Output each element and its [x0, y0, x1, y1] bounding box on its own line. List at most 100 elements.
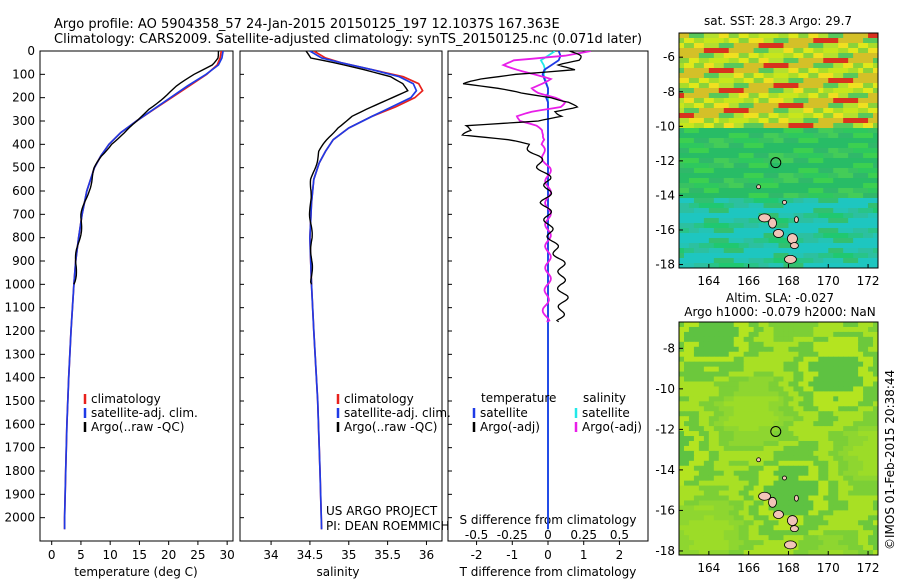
sla-map-cell	[833, 416, 839, 422]
sla-map-cell	[813, 505, 819, 511]
sst-map-cell	[693, 158, 700, 164]
sst-map-cell	[858, 83, 864, 89]
sla-map-cell	[868, 500, 874, 507]
sla-map-cell	[743, 381, 750, 388]
sla-map-cell	[753, 490, 760, 497]
sst-map-cell	[783, 103, 790, 109]
sla-map-cell	[693, 361, 700, 368]
sla-map-cell	[738, 436, 745, 442]
sla-map-cell	[858, 480, 864, 487]
sst-map-y-tick-label: -14	[655, 188, 675, 202]
sla-map-cell	[863, 341, 869, 348]
sst-map-cell	[823, 98, 829, 104]
sst-map-cell	[733, 48, 740, 54]
sla-map-cell	[703, 515, 710, 521]
sla-map-cell	[873, 381, 878, 388]
sst-map-cell	[733, 113, 740, 119]
sla-map-cell	[688, 341, 695, 348]
sla-map-cell	[813, 465, 819, 472]
sst-map-cell	[808, 148, 814, 154]
sst-map-cell	[753, 248, 760, 254]
sla-map-cell	[758, 445, 765, 452]
sst-map-cell	[783, 63, 790, 69]
sla-map-cell	[728, 460, 735, 467]
sst-map-cell	[768, 43, 775, 49]
sla-map-cell	[748, 440, 755, 447]
sst-map-cell	[873, 128, 878, 134]
sst-map-cell	[793, 118, 799, 124]
sst-map-cell	[728, 213, 735, 219]
sla-map-cell	[818, 341, 824, 348]
sla-map-cell	[738, 351, 745, 358]
sla-map-cell	[723, 440, 730, 447]
sst-map-cell	[788, 83, 795, 89]
sla-map-cell	[803, 431, 809, 437]
sla-map-cell	[853, 346, 859, 353]
sla-map-cell	[823, 500, 829, 507]
sla-map-cell	[783, 440, 790, 447]
sst-map-cell	[703, 248, 710, 254]
sst-map-cell	[728, 58, 735, 64]
sla-map-cell	[743, 525, 750, 531]
sst-map-cell	[863, 163, 869, 169]
sla-map-cell	[688, 550, 695, 555]
sst-map-cell	[868, 178, 874, 184]
sla-map-cell	[828, 460, 834, 467]
sla-map-cell	[788, 480, 795, 487]
sst-map-cell	[679, 223, 685, 229]
sst-map-cell	[698, 173, 705, 179]
sst-map-cell	[753, 133, 760, 139]
sla-map-cell	[733, 465, 740, 472]
sla-map-cell	[763, 450, 770, 457]
sst-map-cell	[733, 178, 740, 184]
sla-map-cell	[788, 470, 795, 477]
sla-map-cell	[723, 416, 730, 422]
sla-map-cell	[793, 550, 799, 555]
sla-map-cell	[803, 465, 809, 472]
sst-map-cell	[808, 48, 814, 54]
sst-map-cell	[828, 233, 834, 239]
sla-map-cell	[873, 336, 878, 343]
sla-map-cell	[758, 460, 765, 467]
sla-map-cell	[833, 351, 839, 358]
sst-map-cell	[813, 203, 819, 209]
sla-map-cell	[753, 421, 760, 427]
sla-map-cell	[748, 520, 755, 526]
sla-map-cell	[738, 411, 745, 417]
sst-map-cell	[713, 93, 720, 99]
sla-map-cell	[873, 505, 878, 511]
sst-map-cell	[728, 188, 735, 194]
sst-map-cell	[793, 128, 799, 134]
sla-map-cell	[748, 535, 755, 541]
sla-map-cell	[818, 470, 824, 477]
sla-map-cell	[783, 356, 790, 363]
sst-map-cell	[698, 83, 705, 89]
sla-map-cell	[873, 500, 878, 507]
sst-map-cell	[818, 188, 824, 194]
sla-map-cell	[828, 391, 834, 397]
sla-map-cell	[788, 376, 795, 383]
sst-map-cell	[748, 133, 755, 139]
sla-map-cell	[753, 376, 760, 383]
sla-map-cell	[679, 510, 685, 516]
sla-map-cell	[698, 336, 705, 343]
sst-map-cell	[843, 143, 849, 149]
sst-map-cell	[728, 63, 735, 69]
sst-map-cell	[743, 53, 750, 59]
sst-map-cell	[868, 103, 874, 109]
sst-map-cell	[708, 158, 715, 164]
sst-map-cell	[728, 183, 735, 189]
sla-map-cell	[738, 426, 745, 432]
sst-map-cell	[683, 88, 690, 94]
sla-map-cell	[698, 371, 705, 378]
sla-map-cell	[748, 510, 755, 516]
sla-map-cell	[743, 495, 750, 502]
sst-map-cell	[713, 108, 720, 114]
difference-legend-group-temperature: temperature	[481, 391, 556, 405]
sla-map-cell	[853, 356, 859, 363]
sla-map-cell	[738, 500, 745, 507]
sst-map-cell	[708, 133, 715, 139]
sla-map-cell	[758, 455, 765, 462]
sla-map-cell	[783, 535, 790, 541]
sla-map-cell	[798, 495, 804, 502]
